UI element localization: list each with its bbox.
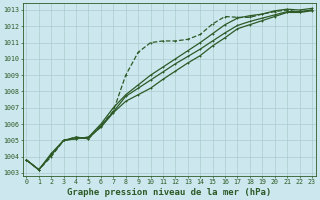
X-axis label: Graphe pression niveau de la mer (hPa): Graphe pression niveau de la mer (hPa) xyxy=(67,188,271,197)
